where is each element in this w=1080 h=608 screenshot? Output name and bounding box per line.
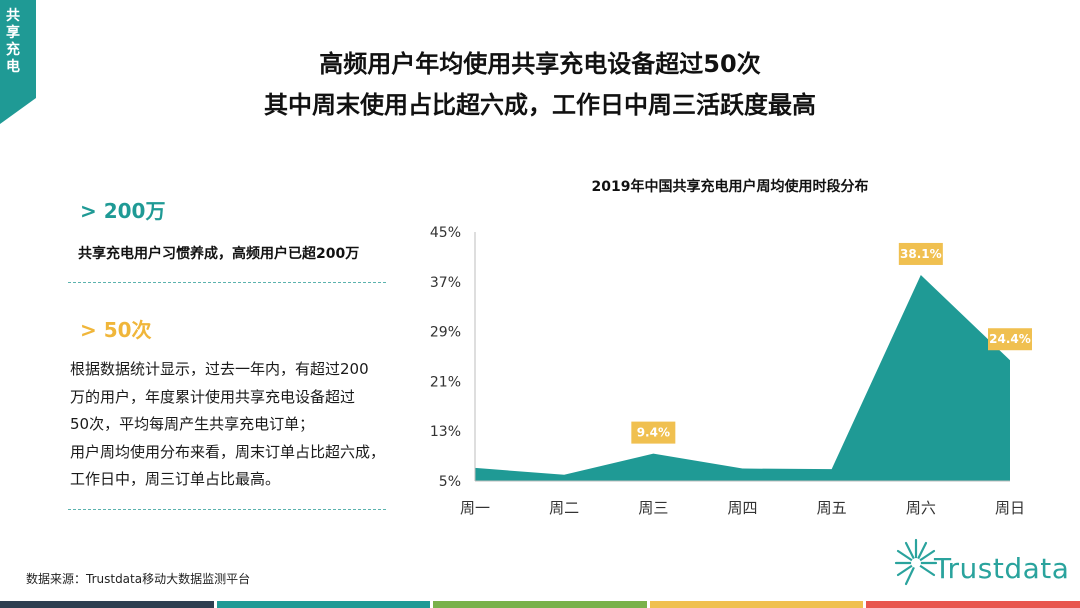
stat-times-description: 根据数据统计显示，过去一年内，有超过200 万的用户，年度累计使用共享充电设备超… xyxy=(70,356,400,494)
bottom-bar-segment xyxy=(216,601,431,608)
data-label-box xyxy=(898,242,943,265)
data-source: 数据来源：Trustdata移动大数据监测平台 xyxy=(26,572,251,586)
bottom-color-bar xyxy=(0,601,1080,608)
area-series xyxy=(475,274,1010,481)
stat-users-description: 共享充电用户习惯养成，高频用户已超200万 xyxy=(78,246,360,262)
trustdata-logo-icon xyxy=(894,538,938,586)
section-tag-label: 共享充电 xyxy=(6,8,20,75)
y-tick-label: 13% xyxy=(430,424,461,440)
stat-times-value: > 50次 xyxy=(80,318,152,342)
description-line: 50次，平均每周产生共享充电订单； xyxy=(70,415,315,433)
x-tick-label: 周六 xyxy=(906,499,936,517)
description-line: 根据数据统计显示，过去一年内，有超过200 xyxy=(70,360,369,378)
divider-top xyxy=(68,282,386,283)
x-tick-label: 周五 xyxy=(817,499,847,517)
data-label-box xyxy=(988,328,1032,351)
y-tick-label: 37% xyxy=(430,275,461,291)
y-tick-label: 45% xyxy=(430,225,461,241)
x-tick-label: 周二 xyxy=(549,499,579,517)
divider-bottom xyxy=(68,509,386,510)
description-line: 万的用户，年度累计使用共享充电设备超过 xyxy=(70,387,356,406)
description-line: 用户周均使用分布来看，周末订单占比超六成， xyxy=(70,442,386,461)
x-tick-label: 周一 xyxy=(460,499,490,517)
stat-users-value: > 200万 xyxy=(80,199,166,223)
section-tag: 共享充电 xyxy=(0,0,36,124)
data-label: 9.4% xyxy=(637,426,670,440)
headline-line-2: 其中周末使用占比超六成，工作日中周三活跃度最高 xyxy=(264,91,816,119)
weekly-usage-area-chart: 5% 13% 21% 29% 37% 45% 周一 周二 周三 周四 周五 周六 周日 9.4% 38.1%… xyxy=(430,225,1032,517)
x-tick-label: 周日 xyxy=(995,499,1025,517)
bottom-bar-segment xyxy=(433,601,647,608)
bottom-bar-segment xyxy=(0,601,214,608)
trustdata-logo-text: Trustdata xyxy=(934,552,1070,585)
bottom-bar-segment xyxy=(866,601,1080,608)
data-label: 38.1% xyxy=(900,247,942,261)
data-label-box xyxy=(631,421,676,444)
bottom-bar-segment xyxy=(649,601,864,608)
y-tick-label: 21% xyxy=(430,374,461,390)
headline-line-1: 高频用户年均使用共享充电设备超过50次 xyxy=(319,50,761,78)
x-tick-label: 周四 xyxy=(727,499,757,517)
chart-title: 2019年中国共享充电用户周均使用时段分布 xyxy=(591,179,869,195)
y-tick-label: 29% xyxy=(430,325,461,341)
x-tick-label: 周三 xyxy=(638,499,668,517)
description-line: 工作日中，周三订单占比最高。 xyxy=(70,470,281,488)
y-tick-label: 5% xyxy=(439,474,461,490)
data-label: 24.4% xyxy=(989,332,1031,346)
